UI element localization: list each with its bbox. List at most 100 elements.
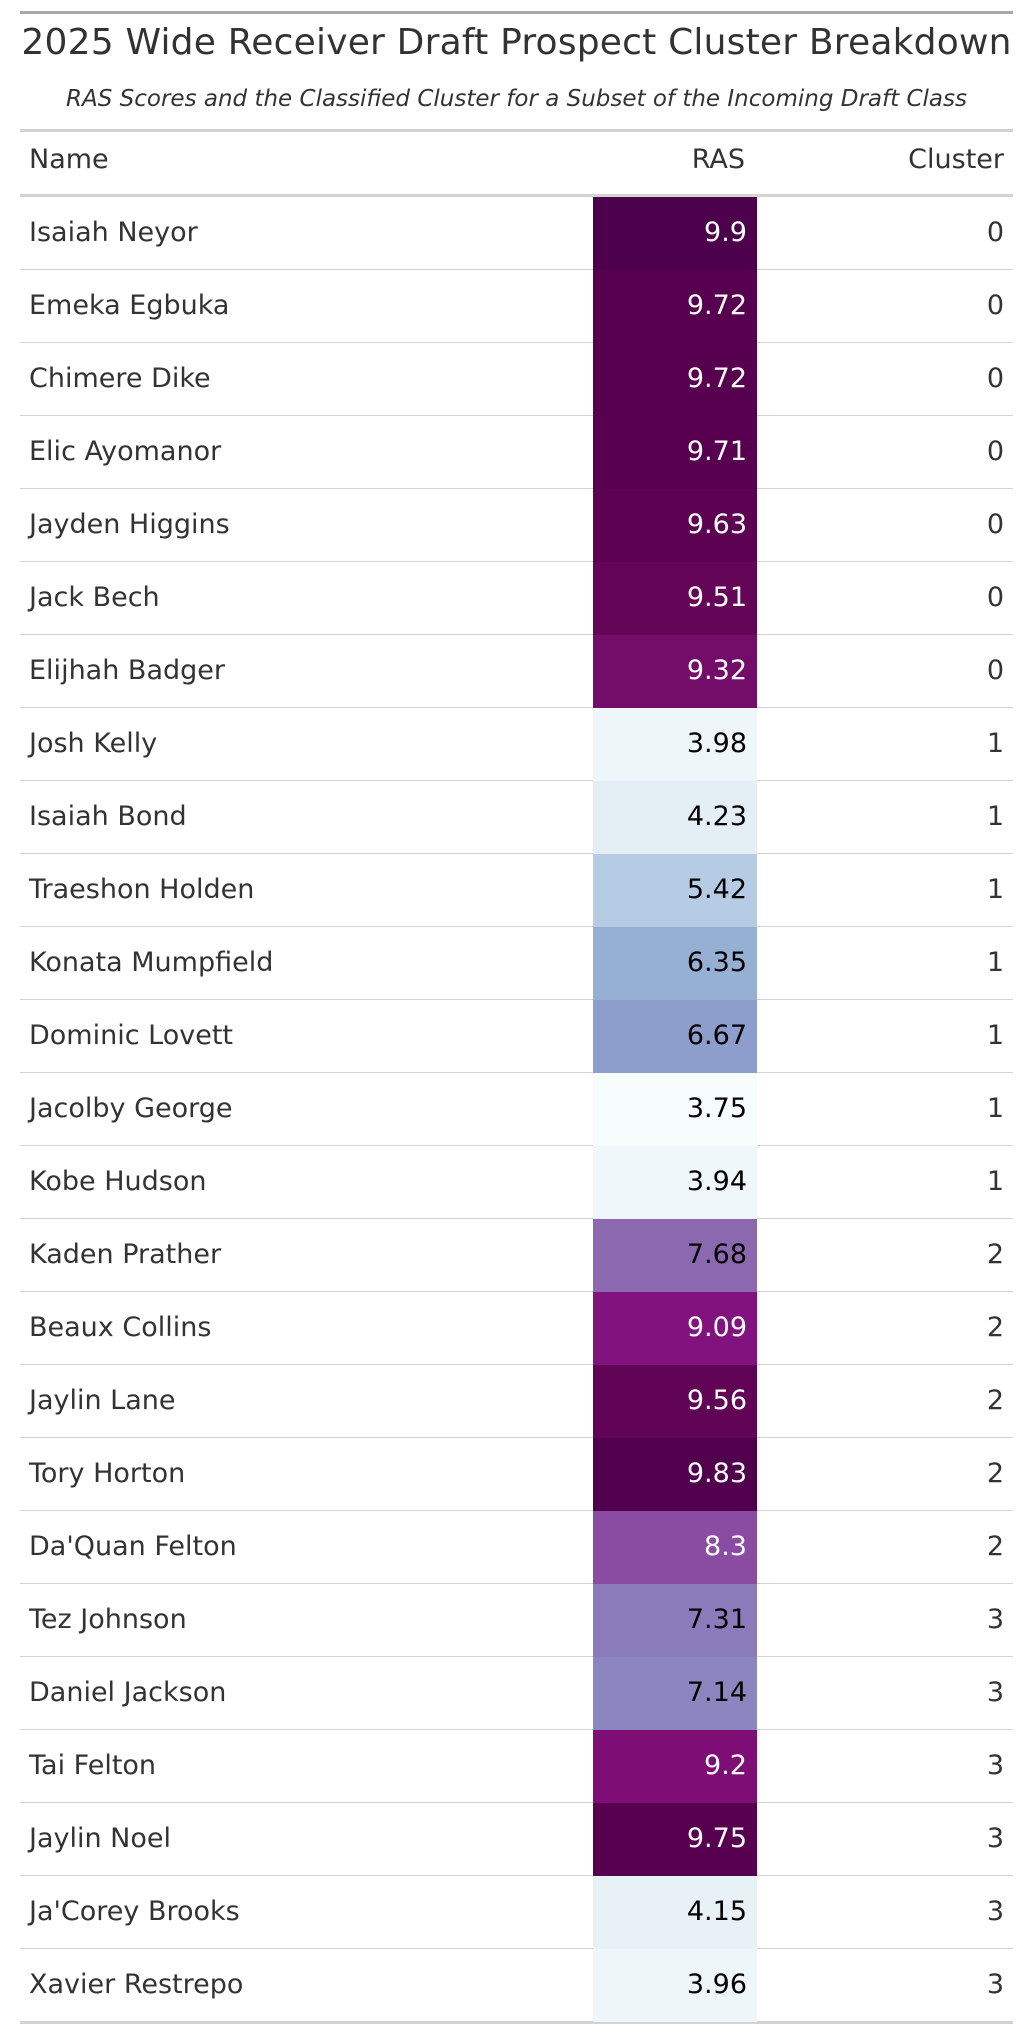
cell-ras: 7.31 [593, 1584, 757, 1657]
cell-ras: 9.75 [593, 1803, 757, 1876]
cell-cluster: 0 [986, 217, 1004, 248]
table-row: Jaylin Noel 9.75 3 [20, 1803, 1013, 1876]
cell-cluster: 3 [986, 1750, 1004, 1781]
cell-ras: 9.32 [593, 635, 757, 708]
cell-name: Jacolby George [29, 1093, 233, 1124]
cell-name: Jayden Higgins [29, 509, 230, 540]
table-row: Jayden Higgins 9.63 0 [20, 489, 1013, 562]
cell-name: Jack Bech [29, 582, 160, 613]
column-header-ras: RAS [691, 144, 745, 175]
cell-name: Xavier Restrepo [29, 1969, 244, 2000]
cell-ras: 3.96 [593, 1949, 757, 2022]
cell-cluster: 0 [986, 290, 1004, 321]
cell-ras: 3.94 [593, 1146, 757, 1219]
table-row: Tez Johnson 7.31 3 [20, 1584, 1013, 1657]
cell-ras: 9.72 [593, 343, 757, 416]
cell-ras: 9.71 [593, 416, 757, 489]
cell-cluster: 1 [986, 801, 1004, 832]
cell-cluster: 0 [986, 582, 1004, 613]
cell-name: Daniel Jackson [29, 1677, 227, 1708]
header-rule [20, 194, 1013, 197]
table-row: Kaden Prather 7.68 2 [20, 1219, 1013, 1292]
cell-ras: 3.75 [593, 1073, 757, 1146]
cell-ras: 9.2 [593, 1730, 757, 1803]
cell-name: Tory Horton [29, 1458, 186, 1489]
top-rule [20, 11, 1013, 14]
cell-cluster: 1 [986, 728, 1004, 759]
cell-name: Isaiah Bond [29, 801, 187, 832]
cell-cluster: 2 [986, 1239, 1004, 1270]
table-row: Traeshon Holden 5.42 1 [20, 854, 1013, 927]
cell-ras: 9.9 [593, 197, 757, 270]
cell-cluster: 0 [986, 363, 1004, 394]
cell-name: Traeshon Holden [29, 874, 255, 905]
table-row: Daniel Jackson 7.14 3 [20, 1657, 1013, 1730]
cell-ras: 3.98 [593, 708, 757, 781]
table-body: Isaiah Neyor 9.9 0 Emeka Egbuka 9.72 0 Chimere… [20, 197, 1013, 2024]
table-row: Jacolby George 3.75 1 [20, 1073, 1013, 1146]
cell-ras: 9.83 [593, 1438, 757, 1511]
table-row: Beaux Collins 9.09 2 [20, 1292, 1013, 1365]
cell-cluster: 1 [986, 947, 1004, 978]
cell-cluster: 3 [986, 1677, 1004, 1708]
cell-ras: 6.35 [593, 927, 757, 1000]
cell-name: Emeka Egbuka [29, 290, 230, 321]
cell-cluster: 1 [986, 1166, 1004, 1197]
cell-ras: 9.72 [593, 270, 757, 343]
cell-ras: 4.15 [593, 1876, 757, 1949]
table-row: Chimere Dike 9.72 0 [20, 343, 1013, 416]
cell-name: Elic Ayomanor [29, 436, 222, 467]
cell-cluster: 1 [986, 1020, 1004, 1051]
table-row: Jack Bech 9.51 0 [20, 562, 1013, 635]
cell-name: Ja'Corey Brooks [29, 1896, 240, 1927]
cell-name: Josh Kelly [29, 728, 158, 759]
table-row: Da'Quan Felton 8.3 2 [20, 1511, 1013, 1584]
cell-ras: 5.42 [593, 854, 757, 927]
cell-name: Chimere Dike [29, 363, 211, 394]
cell-name: Dominic Lovett [29, 1020, 234, 1051]
cell-cluster: 0 [986, 509, 1004, 540]
table-row: Jaylin Lane 9.56 2 [20, 1365, 1013, 1438]
cell-name: Jaylin Lane [29, 1385, 176, 1416]
cell-name: Kaden Prather [29, 1239, 222, 1270]
cell-cluster: 3 [986, 1604, 1004, 1635]
cell-ras: 6.67 [593, 1000, 757, 1073]
table-header: Name RAS Cluster [20, 132, 1013, 194]
table-row: Elic Ayomanor 9.71 0 [20, 416, 1013, 489]
cell-ras: 7.68 [593, 1219, 757, 1292]
table-row: Isaiah Bond 4.23 1 [20, 781, 1013, 854]
cell-cluster: 3 [986, 1823, 1004, 1854]
cell-ras: 9.56 [593, 1365, 757, 1438]
cell-ras: 9.51 [593, 562, 757, 635]
cell-name: Isaiah Neyor [29, 217, 198, 248]
cell-name: Kobe Hudson [29, 1166, 207, 1197]
cell-cluster: 2 [986, 1312, 1004, 1343]
cell-ras: 8.3 [593, 1511, 757, 1584]
cell-cluster: 3 [986, 1896, 1004, 1927]
table-row: Isaiah Neyor 9.9 0 [20, 197, 1013, 270]
cell-cluster: 2 [986, 1531, 1004, 1562]
title-rule [20, 129, 1013, 132]
table-row: Kobe Hudson 3.94 1 [20, 1146, 1013, 1219]
cell-ras: 7.14 [593, 1657, 757, 1730]
cell-cluster: 1 [986, 874, 1004, 905]
table-row: Tory Horton 9.83 2 [20, 1438, 1013, 1511]
cell-ras: 9.09 [593, 1292, 757, 1365]
cell-name: Elijhah Badger [29, 655, 225, 686]
cell-name: Jaylin Noel [29, 1823, 172, 1854]
table-row: Ja'Corey Brooks 4.15 3 [20, 1876, 1013, 1949]
cell-cluster: 0 [986, 655, 1004, 686]
table-row: Konata Mumpfield 6.35 1 [20, 927, 1013, 1000]
cell-cluster: 1 [986, 1093, 1004, 1124]
cell-cluster: 0 [986, 436, 1004, 467]
cell-cluster: 2 [986, 1458, 1004, 1489]
column-header-cluster: Cluster [908, 144, 1004, 175]
cell-name: Konata Mumpfield [29, 947, 274, 978]
column-header-name: Name [29, 144, 109, 175]
chart-title: 2025 Wide Receiver Draft Prospect Cluste… [21, 22, 1012, 63]
cell-name: Da'Quan Felton [29, 1531, 237, 1562]
chart-subtitle: RAS Scores and the Classified Cluster fo… [66, 86, 967, 112]
table-row: Dominic Lovett 6.67 1 [20, 1000, 1013, 1073]
cell-ras: 4.23 [593, 781, 757, 854]
